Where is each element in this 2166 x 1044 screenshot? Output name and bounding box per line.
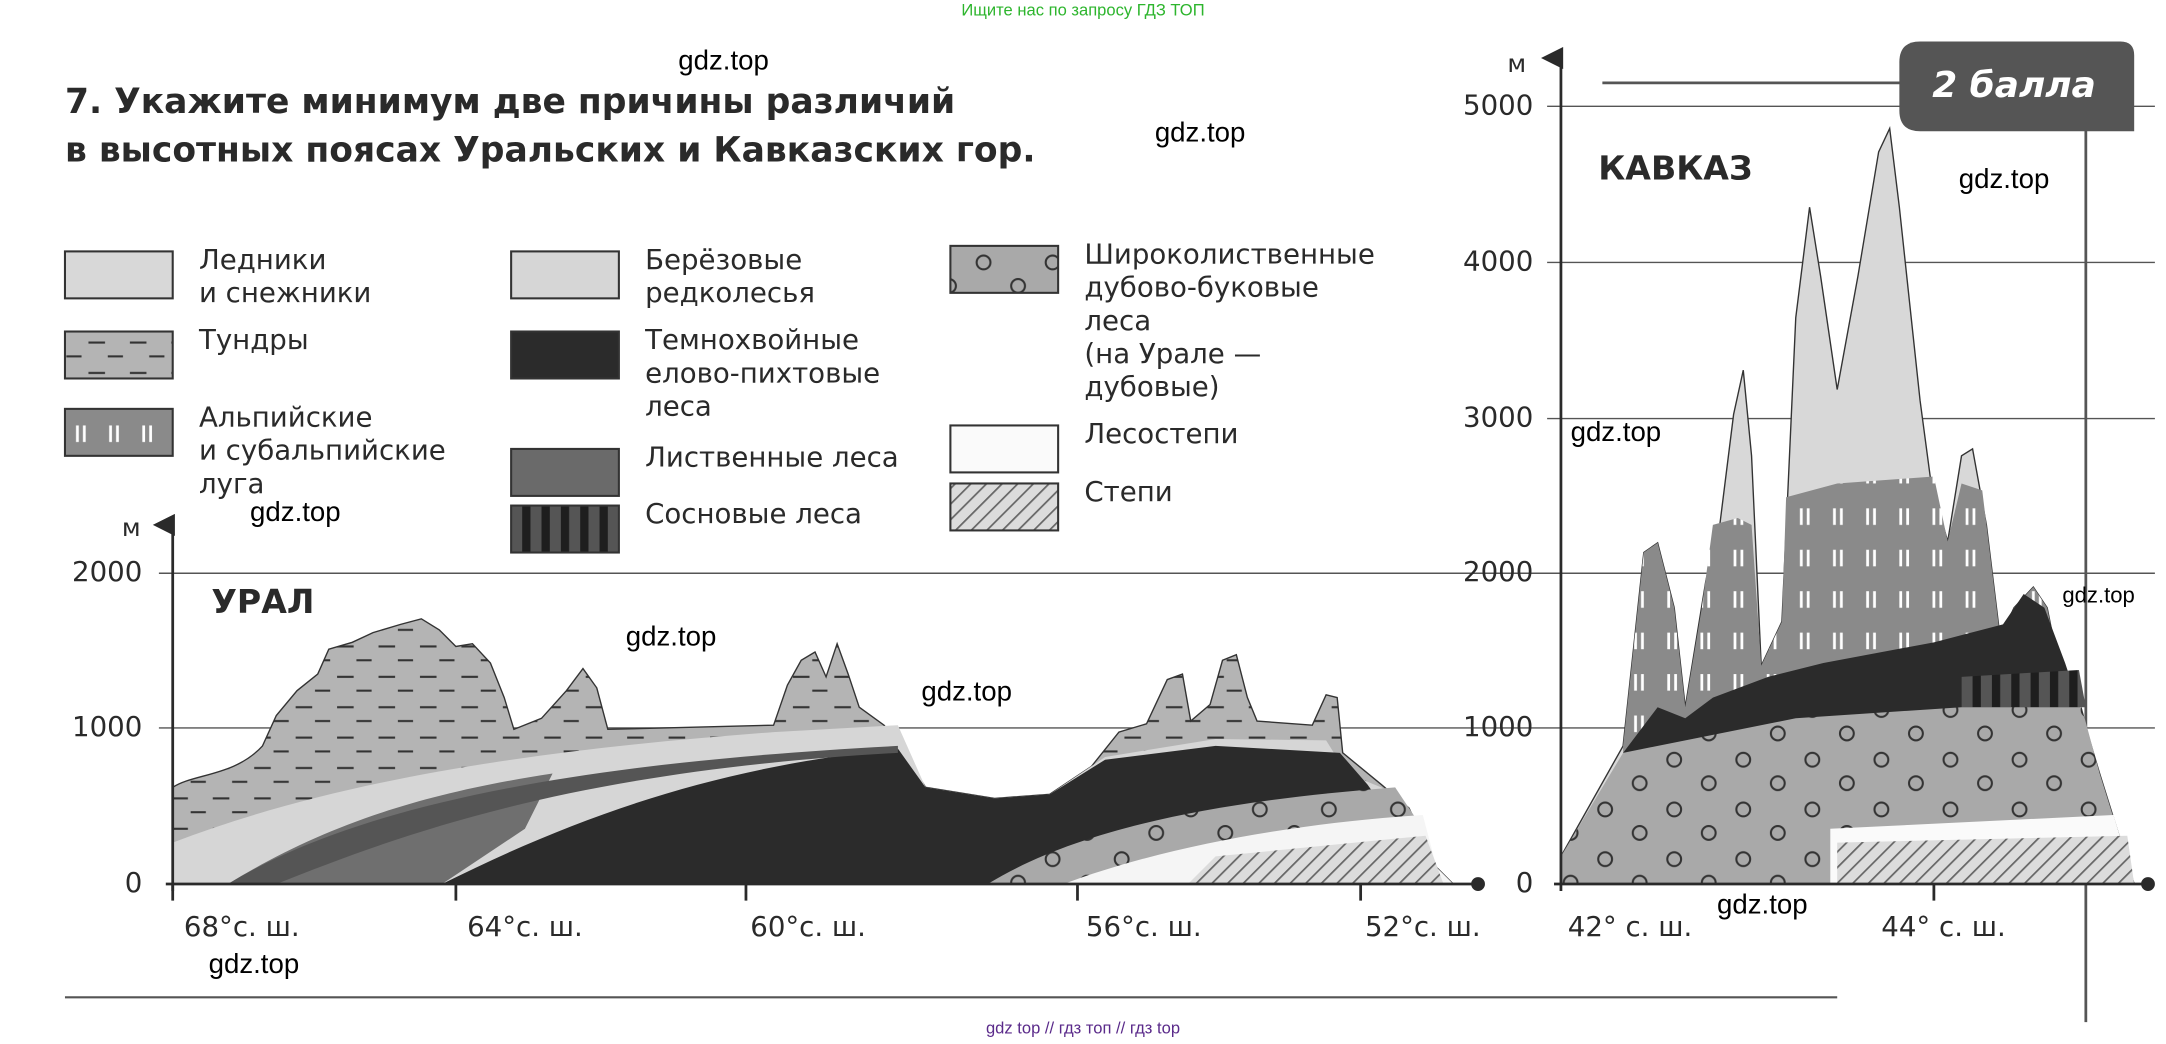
y-tick-label: 1000 xyxy=(72,710,142,743)
y-tick-label: 2000 xyxy=(1463,555,1533,588)
legend-label: луга xyxy=(199,467,264,500)
score-badge: 2 балла xyxy=(1899,41,2135,132)
task-line: 7. Укажите минимум две причины различий xyxy=(65,82,955,122)
watermark: gdz.top xyxy=(209,948,300,979)
legend-swatch xyxy=(949,482,1060,532)
legend-label: Широколиственные xyxy=(1084,238,1374,271)
legend-label: Сосновые леса xyxy=(645,497,862,530)
legend-label: дубово-буковые xyxy=(1084,271,1318,304)
legend-label: Степи xyxy=(1084,475,1172,508)
kavkaz-title: КАВКАЗ xyxy=(1598,148,1752,187)
legend-label: леса xyxy=(645,389,712,422)
task-line: в высотных поясах Уральских и Кавказских… xyxy=(65,130,1035,170)
legend-label: Альпийские xyxy=(199,401,373,434)
legend-label: Берёзовые xyxy=(645,243,802,276)
x-tick-label: 60°с. ш. xyxy=(750,910,866,943)
legend-swatch xyxy=(510,250,620,300)
ural-profile xyxy=(172,618,1455,885)
y-tick-label: 2000 xyxy=(72,555,142,588)
legend-swatch xyxy=(949,424,1060,474)
legend-swatch xyxy=(510,504,620,554)
legend-label: и субальпийские xyxy=(199,434,446,467)
y-tick-label: 1000 xyxy=(1463,710,1533,743)
watermark: gdz.top xyxy=(1717,888,1808,919)
x-tick-label: 42° с. ш. xyxy=(1568,910,1693,943)
x-tick-label: 56°с. ш. xyxy=(1086,910,1202,943)
x-tick-label: 52°с. ш. xyxy=(1365,910,1481,943)
legend-label: редколесья xyxy=(645,276,815,309)
axes xyxy=(152,46,2155,901)
footer: gdz top // гдз топ // гдз top xyxy=(986,1018,1180,1037)
watermark: gdz.top xyxy=(1155,116,1246,147)
legend-swatch xyxy=(63,250,174,300)
legend-label: леса xyxy=(1084,304,1151,337)
watermark: gdz.top xyxy=(921,676,1012,707)
legend-swatch xyxy=(510,447,620,497)
y-tick-label: 3000 xyxy=(1463,401,1533,434)
y-tick-label: 4000 xyxy=(1463,244,1533,277)
watermark: gdz.top xyxy=(678,44,769,75)
x-tick-label: 68°с. ш. xyxy=(184,910,300,943)
y-tick-label: 0 xyxy=(125,866,143,899)
y-tick-label: 0 xyxy=(1516,866,1534,899)
y-tick-label: 5000 xyxy=(1463,88,1533,121)
watermark: gdz.top xyxy=(1959,163,2050,194)
kavkaz-unit: м xyxy=(1507,49,1526,78)
watermark: gdz.top xyxy=(626,620,717,651)
legend-swatch xyxy=(63,330,174,380)
kavkaz-profile xyxy=(1560,126,2136,885)
legend-label: Темнохвойные xyxy=(644,323,859,356)
ural-title: УРАЛ xyxy=(211,582,314,621)
ural-unit: м xyxy=(122,513,141,542)
x-tick-label: 64°с. ш. xyxy=(467,910,583,943)
legend-swatch xyxy=(510,330,620,380)
legend-label: дубовые) xyxy=(1084,370,1219,403)
legend-label: и снежники xyxy=(199,276,371,309)
legend-swatch xyxy=(63,407,174,457)
banner: Ищите нас по запросу ГДЗ ТОП xyxy=(961,0,1204,19)
legend-label: Тундры xyxy=(198,323,309,356)
watermark: gdz.top xyxy=(2062,583,2134,608)
legend-label: Лесостепи xyxy=(1084,417,1238,450)
watermark: gdz.top xyxy=(250,496,341,527)
legend-label: Лиственные леса xyxy=(645,441,899,474)
badge-text: 2 балла xyxy=(1932,65,2096,106)
watermark: gdz.top xyxy=(1571,416,1662,447)
legend-swatch xyxy=(949,244,1060,294)
legend-label: елово-пихтовые xyxy=(645,356,880,389)
x-tick-label: 44° с. ш. xyxy=(1881,910,2006,943)
legend-label: (на Урале — xyxy=(1084,337,1261,370)
legend-label: Ледники xyxy=(199,243,326,276)
